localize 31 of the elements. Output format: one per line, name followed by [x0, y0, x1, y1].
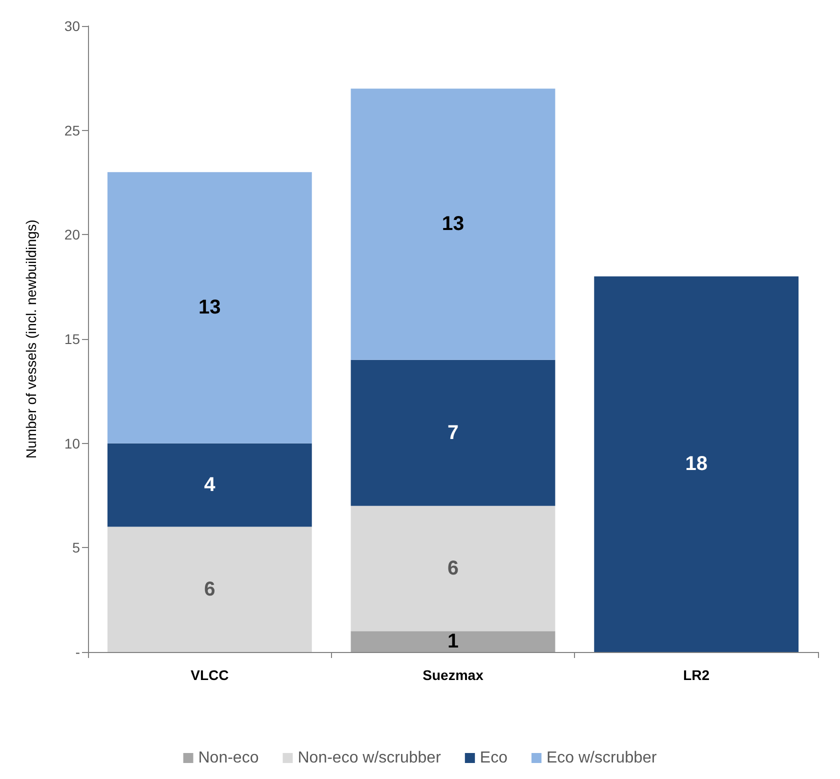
data-label: 4: [204, 474, 216, 496]
legend-label: Non-eco: [198, 750, 259, 766]
legend-label: Eco w/scrubber: [546, 750, 658, 766]
y-tick-label: 10: [64, 435, 80, 452]
bar: [350, 631, 556, 652]
data-label: 1: [447, 630, 459, 653]
data-label: 13: [198, 296, 221, 319]
bar: [350, 506, 556, 632]
bar: [107, 172, 312, 444]
x-tick-label: VLCC: [190, 667, 229, 683]
bar: [350, 88, 556, 360]
y-tick-label: 20: [64, 226, 80, 243]
y-tick-label: 15: [64, 331, 80, 347]
y-axis-title: Number of vessels (incl. newbuildings): [23, 220, 39, 458]
y-tick-label: -: [75, 644, 80, 660]
y-tick-label: 5: [72, 540, 80, 556]
legend-label: Non-eco w/scrubber: [298, 750, 442, 766]
legend-label: Eco: [480, 750, 508, 766]
x-tick-label: Suezmax: [422, 667, 484, 683]
data-label: 18: [685, 453, 708, 476]
data-label: 6: [447, 558, 459, 580]
bar: [107, 526, 312, 652]
y-tick-label: 25: [64, 122, 80, 138]
bar: [594, 276, 799, 652]
data-label: 13: [442, 213, 464, 236]
bar: [107, 443, 312, 527]
data-label: 7: [447, 422, 459, 444]
x-tick-label: LR2: [683, 667, 710, 683]
bar: [350, 360, 556, 506]
y-tick-label: 30: [64, 18, 80, 34]
data-label: 6: [204, 578, 216, 600]
